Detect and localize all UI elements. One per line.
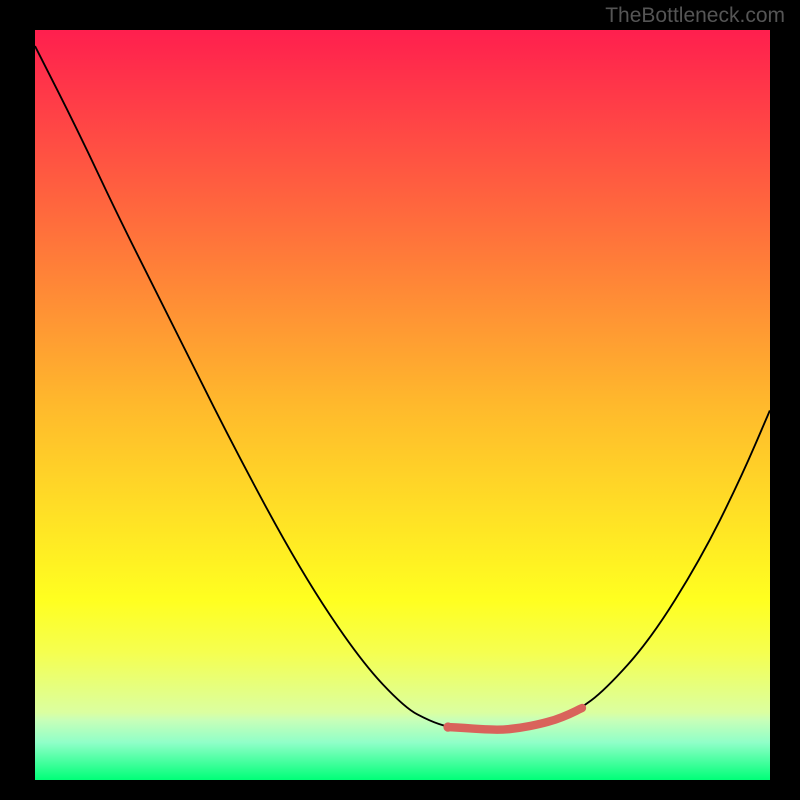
bottleneck-curve (35, 46, 770, 730)
optimal-start-marker (443, 722, 452, 731)
optimal-range-highlight (448, 708, 582, 730)
watermark-text: TheBottleneck.com (605, 4, 785, 28)
gradient-plot-area (35, 30, 770, 780)
chart-svg (35, 30, 770, 780)
